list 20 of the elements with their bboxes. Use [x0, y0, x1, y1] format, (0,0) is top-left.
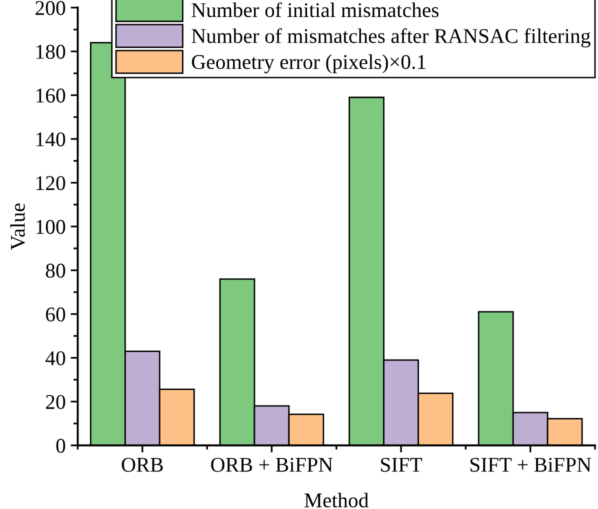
y-tick-label: 120 — [36, 176, 66, 190]
x-axis-title: Method — [304, 492, 369, 508]
legend-label: Number of initial mismatches — [192, 2, 438, 18]
y-tick-label: 200 — [36, 1, 66, 16]
x-tick-label: ORB — [122, 458, 163, 472]
y-tick-label: 40 — [46, 351, 66, 366]
y-tick-label: 180 — [36, 44, 66, 59]
y-tick-label: 140 — [36, 132, 66, 146]
y-tick-label: 100 — [36, 220, 66, 234]
x-tick-label: SIFT — [381, 458, 422, 472]
y-axis-title: Value — [10, 204, 26, 250]
legend-label: Number of mismatches after RANSAC filtering — [192, 28, 590, 48]
y-tick-label: 80 — [46, 264, 66, 278]
y-tick-label: 160 — [36, 88, 66, 103]
legend-label: Geometry error (pixels)×0.1 — [192, 54, 426, 74]
y-tick-label: 20 — [46, 394, 66, 410]
x-tick-label: ORB + BiFPN — [211, 458, 333, 472]
y-tick-label: 60 — [46, 307, 66, 322]
y-tick-label: 0 — [56, 438, 66, 453]
x-tick-label: SIFT + BiFPN — [470, 458, 592, 472]
